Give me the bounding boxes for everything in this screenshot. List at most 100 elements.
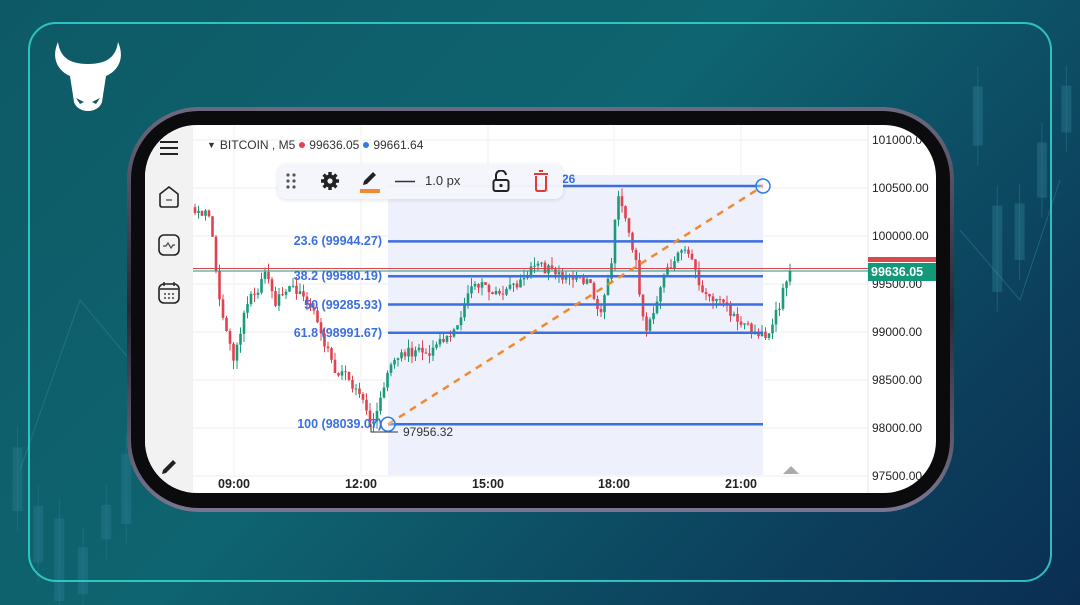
candle [253,293,256,295]
symbol-header[interactable]: ▼ BITCOIN , M5 99636.05 99661.64 [207,138,423,152]
candle [375,410,379,422]
candle [309,303,312,308]
candle [557,272,561,275]
candle [274,291,277,306]
candle [540,262,543,264]
fib-level-label: 38.2 (99580.19) [293,269,382,284]
indicator-icon[interactable] [157,233,181,257]
current-price-tag: 99636.05 [868,263,936,281]
candle [239,333,242,345]
candle [449,336,452,338]
candle [501,293,505,295]
candle [764,331,767,338]
candle [533,265,536,267]
dropdown-caret-icon[interactable]: ▼ [207,140,216,150]
ask-price-marker [868,257,936,262]
fib-level-label: 100 (98039.07) [297,417,382,432]
pencil-color-icon[interactable] [359,170,381,194]
candle [358,388,361,395]
candle [435,344,438,348]
candle [295,285,298,294]
candle [438,338,442,345]
menu-icon[interactable] [157,136,181,160]
candle [211,216,214,237]
unlock-icon[interactable] [492,170,510,192]
fib-level-label: 23.6 (99944.27) [293,234,382,249]
candle [648,319,652,331]
candle [372,421,375,424]
candle [445,336,449,342]
bg-candle [101,504,112,540]
candle [781,287,785,309]
candle [463,303,466,318]
candle [459,317,463,326]
candle [519,279,522,288]
price-axis-label: 100500.00 [872,181,929,195]
drag-handle-icon[interactable] [286,173,296,189]
bg-line [959,179,1061,301]
candle [424,352,428,354]
candle [316,310,319,323]
candle [284,291,288,295]
candle [550,265,554,270]
time-axis-label: 18:00 [598,477,630,491]
candle [718,299,722,301]
candle [200,210,204,216]
drag-handle [755,178,771,194]
candle [270,279,274,292]
candle [708,293,711,297]
candle [585,279,589,284]
candle [305,296,309,304]
pencil-icon[interactable] [157,455,181,479]
drawing-toolbar: 1.0 px [278,164,563,199]
candle [690,253,694,260]
bg-candle [78,547,89,595]
candle [487,284,491,293]
candle [421,347,424,353]
candle [323,333,326,347]
bg-candle [12,447,23,511]
candle [312,307,316,311]
price-chart[interactable] [145,125,936,493]
candle [225,317,228,332]
time-axis-label: 09:00 [218,477,250,491]
candle [662,274,666,288]
scroll-to-latest-icon[interactable] [783,466,799,474]
candle [711,296,715,302]
candle [207,210,211,217]
candle [319,322,323,334]
candle [494,290,498,295]
candle [291,285,295,287]
decorative-frame [28,22,1052,582]
candle [393,359,396,365]
bg-candle [1036,142,1047,198]
line-width-value[interactable]: 1.0 px [425,173,461,188]
candle [340,371,344,376]
time-axis-label: 12:00 [345,477,377,491]
candle [547,265,550,274]
candle [330,348,333,360]
candle [505,288,508,295]
candle [771,324,774,334]
candle [428,353,431,356]
time-axis-label: 21:00 [725,477,757,491]
candle [302,291,305,297]
gear-icon[interactable] [320,171,340,191]
candle [743,323,746,325]
trash-icon[interactable] [533,170,549,192]
home-icon[interactable] [157,185,181,209]
candle [193,207,197,213]
fib-level-label: 61.8 (98991.67) [293,325,382,340]
candle [704,292,708,294]
candle [589,279,592,283]
candle [386,372,389,388]
candle [232,343,235,361]
candle [242,312,246,334]
low-price-label: 97956.32 [403,425,454,439]
candle [554,269,557,275]
candle [757,332,760,337]
candle [624,206,627,219]
calendar-icon[interactable] [157,281,181,305]
line-style-icon[interactable] [395,180,415,183]
candle [571,275,575,280]
